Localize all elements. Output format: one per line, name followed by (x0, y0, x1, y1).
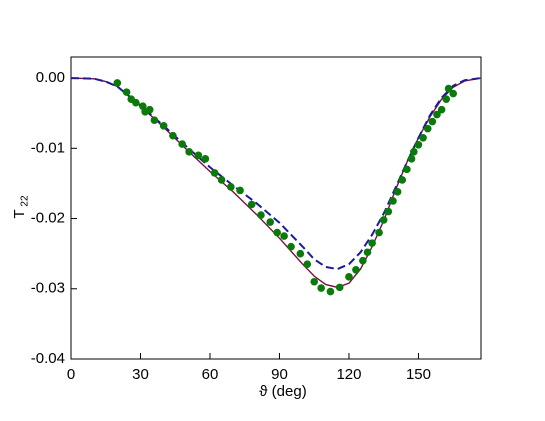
data-point (296, 249, 305, 258)
data-point (266, 218, 275, 226)
data-point (368, 239, 376, 247)
data-point (326, 287, 335, 296)
data-point (442, 95, 451, 103)
data-point (433, 110, 441, 119)
data-point (419, 133, 427, 142)
y-axis-label-main: T (11, 209, 28, 218)
x-tick-label: 150 (406, 366, 431, 383)
data-point (201, 155, 210, 163)
data-point (352, 266, 360, 274)
data-point (449, 89, 458, 98)
data-point (403, 165, 411, 174)
x-tick-label: 30 (132, 366, 149, 383)
data-point (132, 98, 140, 107)
data-point (178, 140, 186, 148)
data-point (384, 207, 393, 216)
data-point (363, 248, 372, 257)
y-tick-label: -0.01 (31, 139, 65, 156)
data-point (210, 169, 219, 177)
data-point (159, 122, 168, 130)
x-axis-label: ϑ (deg) (259, 383, 306, 400)
data-point (398, 176, 407, 184)
plot-frame (70, 56, 482, 360)
data-point (414, 140, 423, 149)
y-axis-label-subscript: 22 (20, 195, 31, 207)
data-point (280, 232, 288, 240)
data-point (257, 211, 265, 219)
data-point (437, 105, 446, 114)
y-tick-label: -0.03 (31, 280, 65, 297)
y-tick-label: 0.00 (36, 69, 65, 86)
data-point (303, 260, 312, 268)
data-point (247, 200, 256, 209)
y-tick-label: -0.04 (31, 350, 65, 367)
data-point (444, 84, 453, 93)
data-point (236, 186, 244, 195)
curve (70, 77, 482, 289)
data-point (122, 88, 131, 96)
data-point (185, 148, 193, 156)
data-point (169, 131, 177, 140)
x-tick-label: 0 (67, 366, 75, 383)
y-tick-label: -0.02 (31, 210, 65, 227)
data-point (150, 116, 159, 125)
data-point (410, 148, 418, 156)
data-point (423, 124, 432, 133)
data-point (145, 105, 154, 114)
data-point (379, 216, 388, 224)
data-point (393, 188, 402, 196)
data-point (317, 284, 325, 292)
data-point (217, 176, 226, 184)
y-axis-label: T 22 (11, 195, 31, 219)
data-point (194, 151, 203, 160)
data-point (310, 277, 319, 286)
data-point (428, 117, 437, 126)
x-tick-label: 120 (336, 366, 361, 383)
data-point (273, 228, 281, 237)
data-point (287, 242, 295, 251)
data-point (227, 183, 235, 191)
data-point (113, 79, 122, 87)
curve (70, 77, 482, 271)
data-point (359, 256, 367, 265)
data-point (335, 283, 344, 292)
data-point (407, 155, 416, 163)
data-point (389, 197, 397, 205)
x-tick-label: 60 (202, 366, 219, 383)
data-point (345, 273, 353, 281)
data-point (375, 228, 383, 237)
x-tick-label: 90 (271, 366, 288, 383)
